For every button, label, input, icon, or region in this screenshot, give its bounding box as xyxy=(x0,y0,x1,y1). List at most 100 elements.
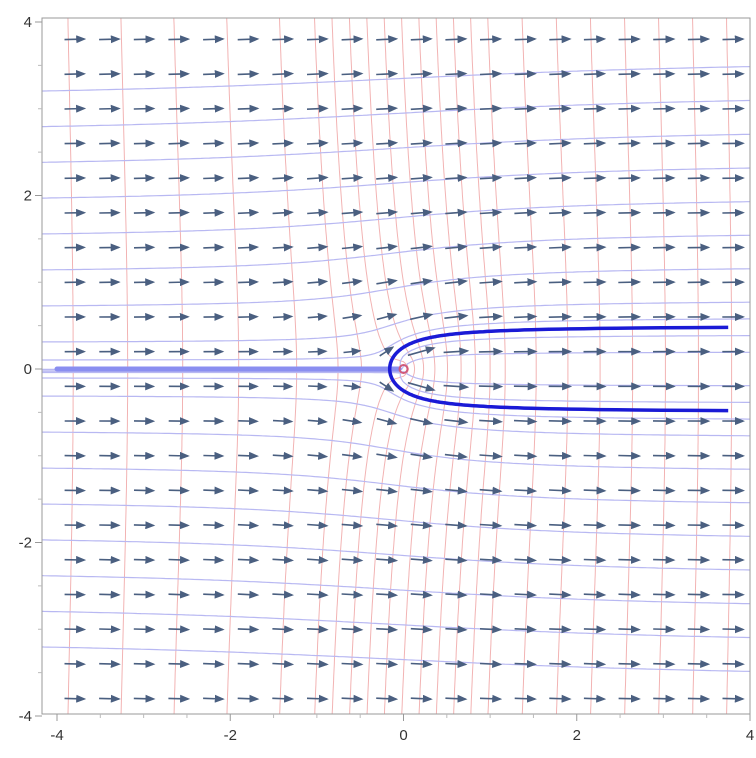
field-arrow xyxy=(687,694,711,703)
field-arrow xyxy=(99,625,121,634)
field-arrow xyxy=(514,35,537,44)
field-arrow xyxy=(479,208,503,217)
field-arrow xyxy=(99,590,121,599)
field-arrow xyxy=(548,312,573,321)
field-arrow xyxy=(237,69,260,78)
field-arrow xyxy=(379,381,395,392)
field-arrow xyxy=(376,35,399,44)
field-arrow xyxy=(653,208,676,217)
field-arrow xyxy=(652,486,676,495)
field-arrow xyxy=(99,35,121,44)
y-tick-label: 0 xyxy=(24,361,32,378)
field-arrow xyxy=(583,486,607,495)
streamline xyxy=(42,234,750,271)
field-arrow xyxy=(514,694,537,703)
field-arrow xyxy=(514,625,537,634)
field-arrow xyxy=(64,625,87,634)
field-arrow xyxy=(549,208,572,217)
streamline xyxy=(42,610,750,639)
streamline xyxy=(42,377,750,420)
field-arrow xyxy=(445,590,468,599)
field-arrow xyxy=(168,521,190,530)
field-arrow xyxy=(514,174,537,183)
potential-line xyxy=(726,18,733,714)
field-arrow xyxy=(445,694,468,703)
field-arrow xyxy=(618,590,641,599)
field-arrow xyxy=(410,556,433,564)
field-arrow xyxy=(342,451,363,460)
field-arrow xyxy=(376,174,399,182)
field-arrow xyxy=(341,69,364,78)
field-arrow xyxy=(722,35,745,44)
field-arrow xyxy=(133,243,156,252)
axis-ticks: -4 -2 0 2 4 -4 -2 0 2 4 xyxy=(19,14,755,744)
field-arrow xyxy=(203,243,225,252)
field-arrow xyxy=(583,555,607,564)
field-arrow xyxy=(307,208,329,217)
field-arrow xyxy=(618,104,641,113)
y-tick-label: 2 xyxy=(24,188,32,205)
potential-line xyxy=(435,18,462,714)
field-arrow xyxy=(653,590,676,599)
field-arrow xyxy=(479,139,503,148)
field-arrow xyxy=(410,69,433,78)
y-tick-label: 4 xyxy=(24,14,32,31)
plot-frame xyxy=(41,17,751,715)
field-arrow xyxy=(653,694,676,703)
field-arrow xyxy=(479,555,503,564)
field-arrow xyxy=(445,208,468,217)
field-arrow xyxy=(272,278,294,287)
field-arrow xyxy=(64,35,87,44)
field-arrow xyxy=(653,625,676,634)
field-arrow xyxy=(653,139,676,148)
field-arrow xyxy=(168,625,191,634)
field-arrow xyxy=(445,660,468,669)
field-arrow xyxy=(618,521,642,530)
streamline xyxy=(42,318,750,361)
field-arrow xyxy=(237,590,260,599)
field-arrow xyxy=(168,451,190,460)
field-arrow xyxy=(514,278,538,287)
field-arrow xyxy=(272,417,294,426)
streamline xyxy=(42,66,750,92)
y-tick-label: -4 xyxy=(19,708,32,725)
potential-line xyxy=(331,18,362,714)
field-arrow xyxy=(549,521,572,530)
field-arrow xyxy=(306,694,329,703)
field-arrow xyxy=(514,139,537,148)
streamline xyxy=(42,133,750,163)
field-arrow xyxy=(272,208,294,217)
field-arrow xyxy=(308,347,328,356)
field-arrow xyxy=(583,174,607,183)
field-arrow xyxy=(445,139,468,148)
field-arrow xyxy=(618,660,641,669)
field-arrow xyxy=(687,660,711,669)
field-arrow xyxy=(444,417,469,426)
field-arrow xyxy=(618,278,642,287)
field-arrow xyxy=(618,625,641,634)
field-arrow xyxy=(168,208,190,217)
field-arrow xyxy=(237,486,260,495)
field-arrow xyxy=(410,174,433,182)
field-arrow xyxy=(549,555,572,564)
field-arrow xyxy=(687,104,711,113)
field-arrow xyxy=(203,555,225,564)
field-arrow xyxy=(343,347,362,356)
field-arrow xyxy=(133,521,156,530)
field-arrow xyxy=(237,243,260,252)
field-arrow xyxy=(513,417,538,426)
field-arrow xyxy=(376,660,399,669)
potential-line xyxy=(658,18,666,714)
field-arrow xyxy=(410,208,433,217)
field-arrow xyxy=(687,590,711,599)
potential-line xyxy=(589,18,601,714)
field-arrow xyxy=(341,694,364,703)
field-arrow xyxy=(410,452,433,461)
field-arrow xyxy=(653,35,676,44)
field-arrow xyxy=(583,243,607,252)
field-arrow xyxy=(514,208,538,217)
field-arrow xyxy=(133,659,156,668)
streamline xyxy=(42,371,750,403)
field-arrow xyxy=(272,521,294,530)
field-arrow xyxy=(306,139,329,148)
